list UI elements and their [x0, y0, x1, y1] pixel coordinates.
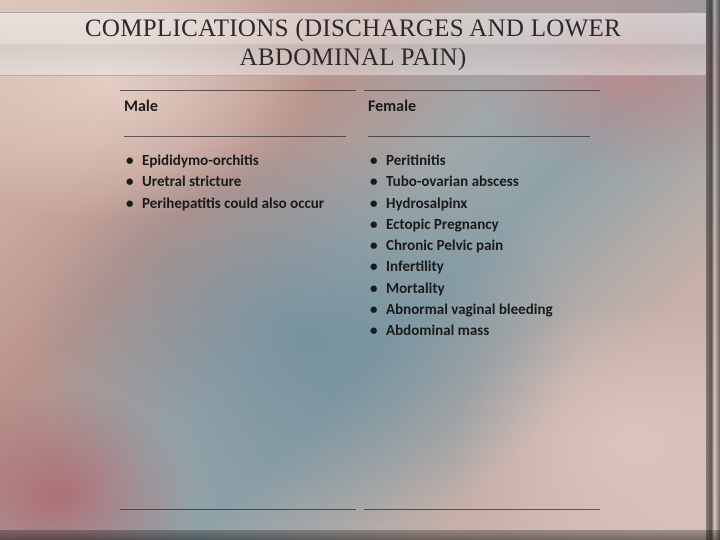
list-item-text: Uretral stricture — [142, 172, 346, 192]
list-item-text: Perihepatitis could also occur — [142, 194, 346, 214]
list-item: •Abdominal mass — [368, 321, 590, 341]
list-item: •Uretral stricture — [124, 172, 346, 192]
slide-frame-right — [706, 0, 720, 540]
bullet-icon: • — [368, 321, 386, 341]
list-item-text: Hydrosalpinx — [386, 194, 590, 214]
list-item-text: Tubo-ovarian abscess — [386, 172, 590, 192]
list-item: •Hydrosalpinx — [368, 194, 590, 214]
list-item: •Epididymo-orchitis — [124, 151, 346, 171]
list-item-text: Abnormal vaginal bleeding — [386, 300, 590, 320]
bullet-icon: • — [368, 172, 386, 192]
column-header-row: Male — [124, 97, 346, 137]
column-male: Male •Epididymo-orchitis •Uretral strict… — [120, 90, 356, 510]
bullet-icon: • — [368, 279, 386, 299]
bullet-icon: • — [368, 151, 386, 171]
list-item-text: Epididymo-orchitis — [142, 151, 346, 171]
list-item: •Infertility — [368, 257, 590, 277]
list-item: •Mortality — [368, 279, 590, 299]
list-item: •Ectopic Pregnancy — [368, 215, 590, 235]
list-item: •Abnormal vaginal bleeding — [368, 300, 590, 320]
bullet-icon: • — [124, 172, 142, 192]
column-heading-male: Male — [124, 97, 158, 116]
list-item-text: Chronic Pelvic pain — [386, 236, 590, 256]
column-female: Female •Peritinitis •Tubo-ovarian absces… — [364, 90, 600, 510]
female-list: •Peritinitis •Tubo-ovarian abscess •Hydr… — [368, 151, 590, 341]
column-heading-female: Female — [368, 97, 416, 116]
slide-frame-bottom — [0, 530, 720, 540]
bullet-icon: • — [368, 257, 386, 277]
bullet-icon: • — [124, 151, 142, 171]
male-list: •Epididymo-orchitis •Uretral stricture •… — [124, 151, 346, 214]
list-item-text: Peritinitis — [386, 151, 590, 171]
bullet-icon: • — [124, 194, 142, 214]
list-item: •Perihepatitis could also occur — [124, 194, 346, 214]
bullet-icon: • — [368, 215, 386, 235]
list-item-text: Mortality — [386, 279, 590, 299]
list-item: •Peritinitis — [368, 151, 590, 171]
list-item-text: Ectopic Pregnancy — [386, 215, 590, 235]
bullet-icon: • — [368, 194, 386, 214]
column-header-row: Female — [368, 97, 590, 137]
bullet-icon: • — [368, 300, 386, 320]
list-item: •Chronic Pelvic pain — [368, 236, 590, 256]
content-area: Male •Epididymo-orchitis •Uretral strict… — [120, 90, 600, 510]
bullet-icon: • — [368, 236, 386, 256]
list-item-text: Infertility — [386, 257, 590, 277]
list-item-text: Abdominal mass — [386, 321, 590, 341]
list-item: •Tubo-ovarian abscess — [368, 172, 590, 192]
title-bar: COMPLICATIONS (DISCHARGES AND LOWER ABDO… — [0, 12, 706, 76]
slide-title: COMPLICATIONS (DISCHARGES AND LOWER ABDO… — [18, 15, 688, 73]
